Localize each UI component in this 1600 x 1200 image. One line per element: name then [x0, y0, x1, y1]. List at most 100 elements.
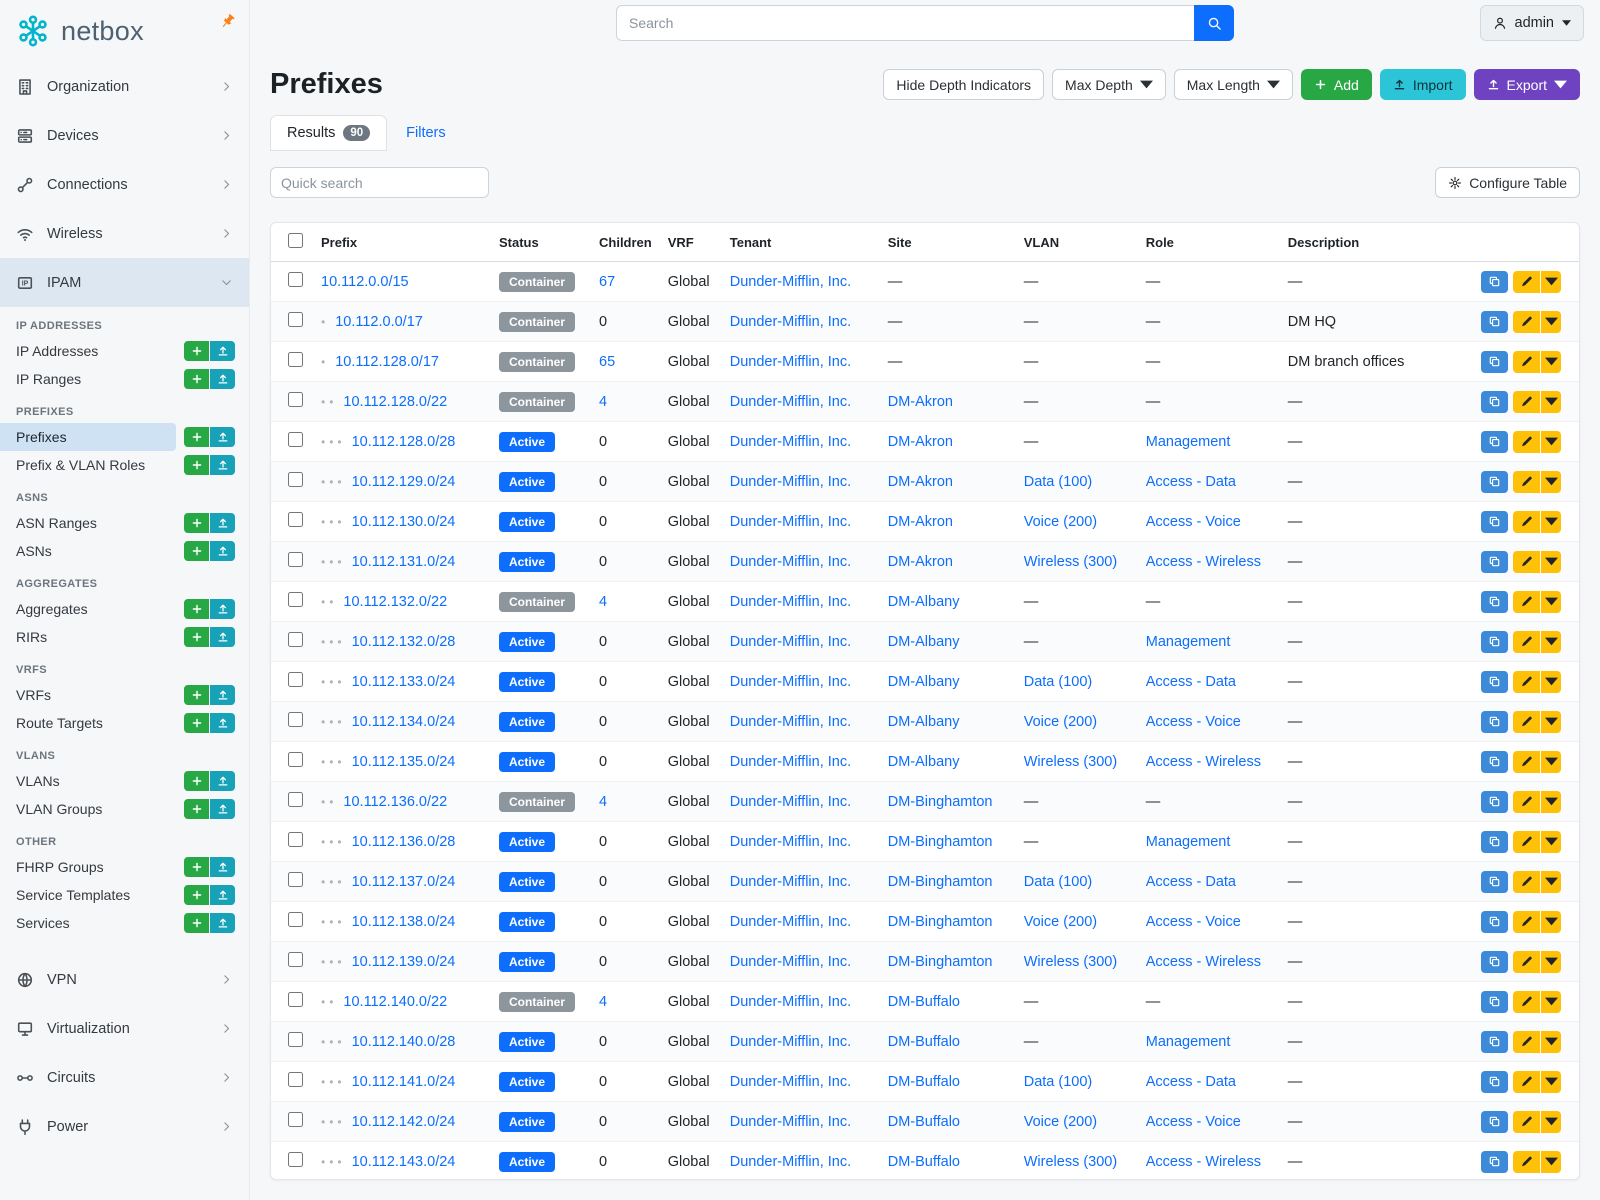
copy-button[interactable] — [1481, 750, 1508, 773]
copy-button[interactable] — [1481, 270, 1508, 293]
site-link[interactable]: DM-Buffalo — [887, 1073, 960, 1090]
copy-button[interactable] — [1481, 550, 1508, 573]
quick-import-button[interactable] — [210, 369, 235, 389]
vlan-link[interactable]: Voice (200) — [1023, 913, 1098, 930]
copy-button[interactable] — [1481, 590, 1508, 613]
site-link[interactable]: DM-Albany — [887, 713, 960, 730]
copy-button[interactable] — [1481, 350, 1508, 373]
tenant-link[interactable]: Dunder-Mifflin, Inc. — [729, 273, 852, 290]
copy-button[interactable] — [1481, 510, 1508, 533]
edit-dropdown-button[interactable] — [1541, 910, 1561, 933]
vlan-link[interactable]: Data (100) — [1023, 873, 1093, 890]
quick-add-button[interactable] — [184, 885, 209, 905]
sidebar-item-route-targets[interactable]: Route Targets — [16, 715, 103, 731]
tenant-link[interactable]: Dunder-Mifflin, Inc. — [729, 953, 852, 970]
edit-dropdown-button[interactable] — [1541, 550, 1561, 573]
edit-dropdown-button[interactable] — [1541, 510, 1561, 533]
site-link[interactable]: DM-Akron — [887, 433, 953, 450]
row-checkbox[interactable] — [288, 592, 303, 607]
edit-button[interactable] — [1513, 310, 1540, 333]
sidebar-item-asn-ranges[interactable]: ASN Ranges — [16, 515, 97, 531]
role-link[interactable]: Management — [1145, 433, 1231, 450]
row-checkbox[interactable] — [288, 272, 303, 287]
role-link[interactable]: Access - Data — [1145, 873, 1236, 890]
site-link[interactable]: DM-Albany — [887, 753, 960, 770]
tenant-link[interactable]: Dunder-Mifflin, Inc. — [729, 793, 852, 810]
search-input[interactable] — [616, 5, 1194, 41]
edit-button[interactable] — [1513, 870, 1540, 893]
sidebar-item-power[interactable]: Power — [0, 1102, 249, 1151]
quick-add-button[interactable] — [184, 541, 209, 561]
vlan-link[interactable]: Voice (200) — [1023, 713, 1098, 730]
quick-add-button[interactable] — [184, 771, 209, 791]
copy-button[interactable] — [1481, 1070, 1508, 1093]
quick-add-button[interactable] — [184, 427, 209, 447]
vlan-link[interactable]: Data (100) — [1023, 1073, 1093, 1090]
quick-import-button[interactable] — [210, 455, 235, 475]
site-link[interactable]: DM-Akron — [887, 513, 953, 530]
tenant-link[interactable]: Dunder-Mifflin, Inc. — [729, 393, 852, 410]
site-link[interactable]: DM-Binghamton — [887, 833, 993, 850]
copy-button[interactable] — [1481, 910, 1508, 933]
select-all-checkbox[interactable] — [288, 233, 303, 248]
edit-button[interactable] — [1513, 430, 1540, 453]
row-checkbox[interactable] — [288, 832, 303, 847]
column-header-site[interactable]: Site — [879, 223, 1016, 262]
quick-import-button[interactable] — [210, 513, 235, 533]
row-checkbox[interactable] — [288, 752, 303, 767]
edit-button[interactable] — [1513, 670, 1540, 693]
edit-dropdown-button[interactable] — [1541, 390, 1561, 413]
sidebar-item-vlan-groups[interactable]: VLAN Groups — [16, 801, 103, 817]
prefix-link[interactable]: 10.112.130.0/24 — [351, 513, 456, 530]
role-link[interactable]: Access - Wireless — [1145, 1153, 1261, 1170]
site-link[interactable]: DM-Albany — [887, 673, 960, 690]
column-header-status[interactable]: Status — [491, 223, 591, 262]
quick-import-button[interactable] — [210, 341, 235, 361]
column-header-description[interactable]: Description — [1279, 223, 1456, 262]
vlan-link[interactable]: Wireless (300) — [1023, 953, 1118, 970]
edit-dropdown-button[interactable] — [1541, 1150, 1561, 1173]
hide-depth-indicators-button[interactable]: Hide Depth Indicators — [883, 69, 1045, 100]
site-link[interactable]: DM-Binghamton — [887, 873, 993, 890]
quick-add-button[interactable] — [184, 341, 209, 361]
prefix-link[interactable]: 10.112.138.0/24 — [351, 913, 456, 930]
edit-dropdown-button[interactable] — [1541, 270, 1561, 293]
tenant-link[interactable]: Dunder-Mifflin, Inc. — [729, 313, 852, 330]
column-header-vrf[interactable]: VRF — [659, 223, 722, 262]
edit-dropdown-button[interactable] — [1541, 470, 1561, 493]
quick-add-button[interactable] — [184, 455, 209, 475]
edit-button[interactable] — [1513, 510, 1540, 533]
sidebar-item-prefixes[interactable]: Prefixes — [0, 423, 176, 451]
sidebar-item-wireless[interactable]: Wireless — [0, 209, 249, 258]
sidebar-item-circuits[interactable]: Circuits — [0, 1053, 249, 1102]
prefix-link[interactable]: 10.112.128.0/22 — [343, 393, 448, 410]
prefix-link[interactable]: 10.112.0.0/17 — [335, 313, 423, 330]
prefix-link[interactable]: 10.112.143.0/24 — [351, 1153, 456, 1170]
edit-button[interactable] — [1513, 950, 1540, 973]
sidebar-item-vpn[interactable]: VPN — [0, 955, 249, 1004]
max-length-dropdown[interactable]: Max Length — [1173, 69, 1293, 100]
vlan-link[interactable]: Wireless (300) — [1023, 553, 1118, 570]
role-link[interactable]: Management — [1145, 1033, 1231, 1050]
edit-button[interactable] — [1513, 350, 1540, 373]
site-link[interactable]: DM-Binghamton — [887, 793, 993, 810]
quick-add-button[interactable] — [184, 627, 209, 647]
prefix-link[interactable]: 10.112.134.0/24 — [351, 713, 456, 730]
vlan-link[interactable]: Voice (200) — [1023, 513, 1098, 530]
edit-button[interactable] — [1513, 910, 1540, 933]
edit-dropdown-button[interactable] — [1541, 790, 1561, 813]
site-link[interactable]: DM-Buffalo — [887, 1033, 960, 1050]
row-checkbox[interactable] — [288, 1032, 303, 1047]
copy-button[interactable] — [1481, 990, 1508, 1013]
site-link[interactable]: DM-Albany — [887, 633, 960, 650]
copy-button[interactable] — [1481, 790, 1508, 813]
prefix-link[interactable]: 10.112.0.0/15 — [321, 273, 409, 290]
user-menu-button[interactable]: admin — [1479, 5, 1584, 41]
row-checkbox[interactable] — [288, 352, 303, 367]
tenant-link[interactable]: Dunder-Mifflin, Inc. — [729, 873, 852, 890]
edit-button[interactable] — [1513, 550, 1540, 573]
sidebar-item-rirs[interactable]: RIRs — [16, 629, 48, 645]
sidebar-item-services[interactable]: Services — [16, 915, 70, 931]
copy-button[interactable] — [1481, 630, 1508, 653]
tenant-link[interactable]: Dunder-Mifflin, Inc. — [729, 1073, 852, 1090]
